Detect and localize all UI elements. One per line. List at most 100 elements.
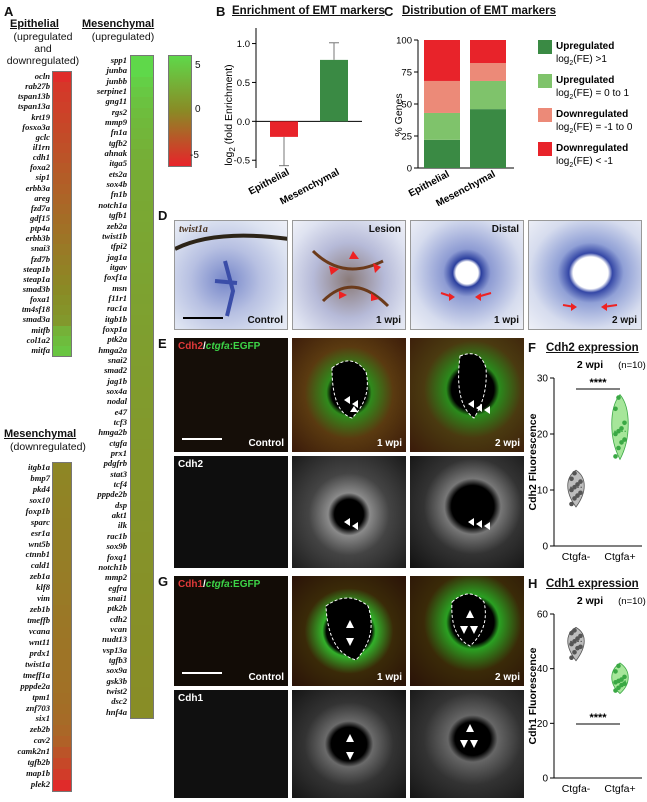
cdh1-2wpi-caption: 2 wpi (494, 672, 520, 683)
chart-h-data-point (578, 633, 583, 639)
epithelial-gene-label: sip1 (35, 172, 50, 183)
chart-f-significance-label: **** (589, 377, 607, 389)
epithelial-gene-label: rab27b (25, 81, 50, 92)
mesenchymal-up-gene-label: foxq1 (106, 551, 127, 562)
mesenchymal-up-subtitle: (upregulated) (91, 31, 155, 43)
mesenchymal-up-heatmap-cell (131, 211, 153, 223)
chart-c-segment-epithelial (424, 40, 460, 81)
mesenchymal-down-gene-label: pkd4 (32, 483, 50, 494)
mesenchymal-up-heatmap-cell (131, 707, 153, 718)
chart-c-legend-title: Downregulated (556, 143, 628, 154)
mesenchymal-up-gene-label: sox9a (106, 665, 127, 676)
mesenchymal-up-gene-label: tcf4 (113, 479, 127, 490)
mesenchymal-down-heatmap-cell (53, 747, 71, 759)
chart-c-ylabel: % Genes (393, 93, 405, 136)
mesenchymal-up-gene-label: ctgfa (109, 437, 127, 448)
mesenchymal-up-heatmap-cell (131, 97, 153, 109)
chart-h-y-tick-label: 0 (542, 774, 548, 785)
twist1a-2wpi-image: 2 wpi (528, 220, 642, 330)
mesenchymal-up-heatmap-cell (131, 221, 153, 233)
epithelial-gene-label: snai3 (30, 243, 50, 254)
cdh2-1wpi-caption: 1 wpi (376, 438, 402, 449)
chart-h: 2 wpi (n=10) Cdh1 Fluorescence 0 20 40 60 Ctgfa… (527, 595, 646, 795)
panel-label-e: E (158, 336, 167, 351)
chart-h-data-point (616, 685, 621, 691)
mesenchymal-up-heatmap-cell (131, 686, 153, 698)
epithelial-heatmap-cell (53, 335, 71, 347)
panel-label-c: C (384, 4, 394, 19)
chart-f-subtitle: 2 wpi (577, 359, 603, 371)
mesenchymal-up-gene-label: zeb2a (106, 220, 127, 231)
mesenchymal-down-heatmap-cell (53, 769, 71, 781)
chart-c-legend-detail: log2(FE) = -1 to 0 (556, 122, 633, 135)
cdh2-control-gray: Cdh2 (174, 456, 288, 568)
mesenchymal-up-heatmap-cell (131, 428, 153, 440)
chart-b-y-tick-label: -0.5 (234, 156, 250, 167)
mesenchymal-up-gene-label: e47 (114, 406, 127, 417)
cdh2-ctgfa-2wpi-merge: 2 wpi (410, 338, 524, 452)
mesenchymal-down-heatmap-cell (53, 670, 71, 683)
mesenchymal-up-gene-label: ahnak (104, 148, 127, 159)
cdh2-ctgfa-1wpi-merge: 1 wpi (292, 338, 406, 452)
chart-c-legend-detail: log2(FE) < -1 (556, 156, 613, 169)
twist1a-distal-1wpi-caption: 1 wpi (493, 315, 519, 326)
mesenchymal-up-heatmap-cell (131, 480, 153, 492)
mesenchymal-down-gene-label: cald1 (30, 560, 50, 571)
mesenchymal-up-heatmap-cell (131, 614, 153, 626)
mesenchymal-up-heatmap-cell (131, 552, 153, 564)
epithelial-gene-label: steap1a (23, 273, 50, 284)
mesenchymal-up-gene-label: jag1b (107, 375, 127, 386)
mesenchymal-up-gene-list: spp1 junba junbb serpine1 gng11 rgs2 mmp9 fn1a t… (80, 55, 127, 719)
mesenchymal-up-heatmap-cell (131, 666, 153, 678)
epithelial-gene-label: areg (34, 192, 50, 203)
chart-b-bar-epithelial (270, 121, 298, 137)
chart-h-data-point (616, 663, 621, 669)
mesenchymal-down-gene-label: tmeffb (27, 615, 50, 626)
mesenchymal-down-heatmap (52, 462, 72, 792)
epithelial-heatmap-cell (53, 183, 71, 195)
mesenchymal-up-gene-label: notch1a (98, 199, 127, 210)
mesenchymal-up-gene-label: junbb (106, 75, 127, 86)
mesenchymal-up-gene-label: itga5 (109, 158, 127, 169)
distal-label: Distal (491, 224, 519, 235)
chart-h-significance-label: **** (589, 712, 607, 724)
mesenchymal-down-subtitle: (downregulated) (10, 441, 86, 453)
mesenchymal-down-heatmap-cell (53, 692, 71, 705)
mesenchymal-up-heatmap-cell (131, 76, 153, 88)
epithelial-gene-label: tspan13a (18, 101, 50, 112)
epithelial-heatmap-cell (53, 214, 71, 225)
chart-f-data-point (572, 470, 577, 476)
chart-f-data-point (619, 426, 624, 431)
cdh1-control-caption: Control (248, 672, 284, 683)
chart-f-data-point (572, 496, 577, 501)
chart-f-y-tick-label: 0 (542, 542, 548, 553)
epithelial-gene-label: steap1b (23, 263, 50, 274)
mesenchymal-up-gene-label: tcf3 (113, 417, 127, 428)
mesenchymal-down-gene-label: camk2n1 (17, 746, 50, 757)
panel-label-b: B (216, 4, 226, 19)
epithelial-header: Epithelial (10, 18, 59, 30)
twist1a-control-image: twist1a Control (174, 220, 288, 330)
mesenchymal-up-heatmap-cell (131, 128, 153, 140)
chart-f-x-label: Ctgfa+ (604, 551, 635, 563)
chart-h-x-label: Ctgfa+ (604, 783, 635, 795)
mesenchymal-down-gene-label: klf8 (36, 582, 50, 593)
mesenchymal-down-heatmap-cell (53, 648, 71, 661)
mesenchymal-up-heatmap-cell (131, 397, 153, 409)
mesenchymal-up-gene-label: foxp1a (102, 323, 127, 334)
mesenchymal-up-heatmap-cell (131, 459, 153, 471)
mesenchymal-up-gene-label: pppde2b (97, 489, 127, 500)
chart-c-segment-epithelial (424, 139, 460, 168)
mesenchymal-down-gene-label: ctnnb1 (25, 549, 50, 560)
chart-f-data-point (616, 445, 621, 451)
mesenchymal-down-gene-label: pppde2a (20, 680, 50, 691)
mesenchymal-up-gene-label: snai1 (107, 592, 127, 603)
mesenchymal-up-gene-label: fn1a (110, 127, 127, 138)
mesenchymal-down-gene-label: sparc (30, 516, 50, 527)
chart-h-subtitle: 2 wpi (577, 595, 603, 607)
mesenchymal-up-heatmap-cell (131, 438, 153, 450)
mesenchymal-up-heatmap-cell (131, 531, 153, 543)
chart-c-y-tick-label: 0 (407, 164, 412, 175)
chart-f-y-tick-label: 20 (537, 430, 549, 441)
epithelial-heatmap-cell (53, 325, 71, 337)
